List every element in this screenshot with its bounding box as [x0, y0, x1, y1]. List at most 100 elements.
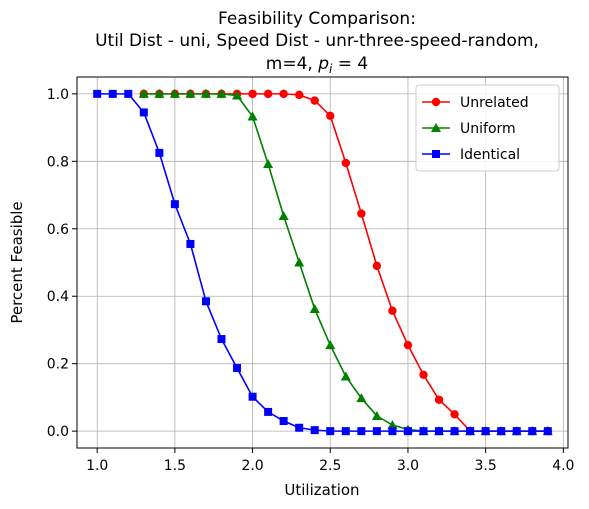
data-point-unrelated [341, 158, 351, 168]
data-point-identical [357, 427, 366, 436]
x-tick-label: 4.0 [552, 458, 574, 474]
data-point-identical [403, 427, 412, 436]
legend-label-uniform: Uniform [460, 121, 516, 137]
title-line-2: Util Dist - uni, Speed Dist - unr-three-… [95, 31, 539, 51]
series-layer [93, 88, 553, 436]
data-point-uniform [232, 90, 243, 100]
title-sub: i [329, 62, 333, 76]
data-point-unrelated [263, 89, 273, 99]
x-tick-label: 2.0 [241, 458, 263, 474]
data-point-unrelated [434, 395, 444, 404]
data-point-uniform [154, 88, 165, 98]
data-point-identical [372, 427, 381, 436]
data-point-identical [497, 427, 506, 436]
data-point-uniform [325, 340, 336, 350]
x-tick-label: 2.5 [319, 458, 341, 474]
data-point-identical [481, 427, 490, 436]
data-point-identical [326, 427, 335, 436]
data-point-identical [295, 423, 304, 432]
data-point-unrelated [326, 111, 335, 120]
legend-marker-uniform [431, 123, 441, 132]
x-ticks: 1.0 1.5 2.0 2.5 3.0 3.5 4.0 [86, 448, 574, 474]
data-point-identical [155, 148, 164, 157]
y-tick-label: 0.4 [47, 289, 69, 305]
y-tick-label: 0.6 [47, 222, 69, 238]
title-prefix: m=4, [266, 54, 318, 74]
title-line-1: Feasibility Comparison: [218, 9, 416, 29]
data-point-unrelated [294, 90, 304, 100]
data-point-uniform [138, 88, 149, 98]
data-point-uniform [278, 210, 289, 220]
data-point-identical [93, 89, 102, 98]
data-point-identical [419, 427, 428, 436]
data-point-unrelated [419, 370, 428, 380]
data-point-identical [512, 427, 521, 436]
x-tick-label: 3.0 [397, 458, 419, 474]
data-point-identical [528, 427, 537, 436]
data-point-uniform [387, 420, 398, 430]
data-point-uniform [185, 88, 196, 98]
data-point-identical [124, 89, 133, 98]
data-point-uniform [356, 393, 367, 403]
data-point-uniform [294, 257, 305, 267]
data-point-unrelated [388, 306, 397, 315]
data-point-uniform [340, 371, 351, 381]
data-point-unrelated [310, 96, 319, 105]
plot-frame [76, 76, 569, 449]
x-tick-label: 3.5 [475, 458, 497, 474]
data-point-identical [435, 427, 444, 436]
data-point-unrelated [450, 410, 459, 419]
y-axis-label: Percent Feasible [8, 201, 26, 323]
chart-title: Feasibility Comparison: Util Dist - uni,… [95, 9, 539, 76]
data-point-uniform [263, 159, 274, 169]
data-point-unrelated [357, 209, 366, 218]
data-point-identical [201, 297, 210, 306]
legend-box [415, 84, 560, 172]
data-point-uniform [247, 111, 258, 121]
data-point-uniform [309, 304, 320, 314]
data-point-uniform [169, 88, 180, 98]
data-point-uniform [200, 88, 211, 98]
x-tick-label: 1.5 [164, 458, 186, 474]
data-point-identical [310, 426, 319, 435]
data-point-identical [170, 200, 179, 209]
legend-item-uniform: Uniform [422, 121, 516, 137]
data-point-uniform [216, 88, 227, 98]
data-point-identical [450, 427, 459, 436]
y-ticks: 0.0 0.2 0.4 0.6 0.8 1.0 [47, 87, 77, 440]
data-point-identical [341, 427, 350, 436]
data-point-unrelated [248, 89, 257, 99]
data-point-unrelated [372, 261, 382, 271]
data-point-identical [186, 239, 195, 248]
data-point-uniform [371, 410, 382, 420]
title-var: p [317, 54, 329, 74]
data-point-identical [217, 335, 226, 344]
x-tick-label: 1.0 [86, 458, 108, 474]
data-point-identical [264, 407, 273, 416]
y-tick-label: 1.0 [47, 87, 69, 103]
series-identical [93, 89, 552, 436]
legend-label-unrelated: Unrelated [460, 95, 529, 111]
data-point-identical [388, 427, 397, 436]
legend-marker-unrelated [431, 97, 441, 107]
legend: Unrelated Uniform Identical [415, 84, 560, 172]
data-point-unrelated [403, 340, 413, 350]
data-point-identical [248, 392, 257, 401]
data-point-unrelated [279, 89, 288, 99]
title-line-3: m=4, pi = 4 [266, 54, 368, 76]
data-point-identical [139, 108, 148, 117]
legend-label-identical: Identical [460, 147, 520, 163]
y-tick-label: 0.8 [47, 154, 69, 170]
x-axis-label: Utilization [284, 481, 359, 499]
title-suffix: = 4 [332, 54, 368, 74]
legend-marker-identical [432, 150, 440, 158]
data-point-identical [466, 427, 475, 436]
legend-item-identical: Identical [422, 147, 520, 163]
legend-item-unrelated: Unrelated [422, 95, 529, 111]
data-point-identical [279, 417, 288, 426]
y-tick-label: 0.0 [47, 424, 69, 440]
data-point-identical [108, 89, 117, 98]
data-point-identical [233, 364, 242, 373]
y-tick-label: 0.2 [47, 357, 69, 373]
